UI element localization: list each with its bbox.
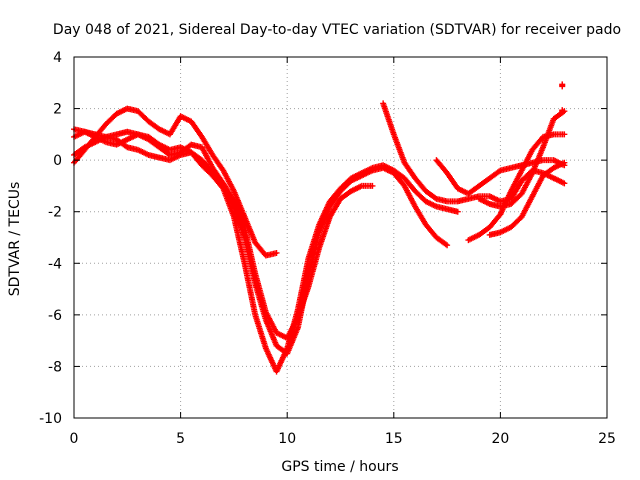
y-tick-label: 4 [53,50,62,66]
y-tick-label: -10 [39,411,62,427]
isolated-point [559,83,566,90]
x-axis-label: GPS time / hours [281,459,398,475]
data-point [273,249,280,256]
data-point [561,131,568,138]
y-tick-label: -6 [48,308,62,324]
y-tick-label: 2 [53,102,62,118]
x-tick-label: 10 [278,431,296,447]
plot-frame [73,56,608,419]
y-tick-label: 0 [53,153,62,169]
x-tick-label: 5 [176,431,185,447]
data-point [561,159,568,166]
isolated-point [559,109,566,116]
y-tick-label: -8 [48,359,62,375]
x-tick-label: 25 [598,431,616,447]
x-tick-label: 15 [385,431,403,447]
chart-title: Day 048 of 2021, Sidereal Day-to-day VTE… [53,22,621,38]
data-point [369,182,376,189]
y-tick-label: -2 [48,205,62,221]
y-tick-label: -4 [48,256,62,272]
x-tick-label: 20 [491,431,509,447]
data-points [71,81,568,375]
data-point [454,208,461,215]
x-tick-label: 0 [70,431,79,447]
data-point [561,180,568,187]
y-axis-label: SDTVAR / TECUs [7,182,23,297]
gridlines [74,57,607,418]
data-point [444,242,451,249]
